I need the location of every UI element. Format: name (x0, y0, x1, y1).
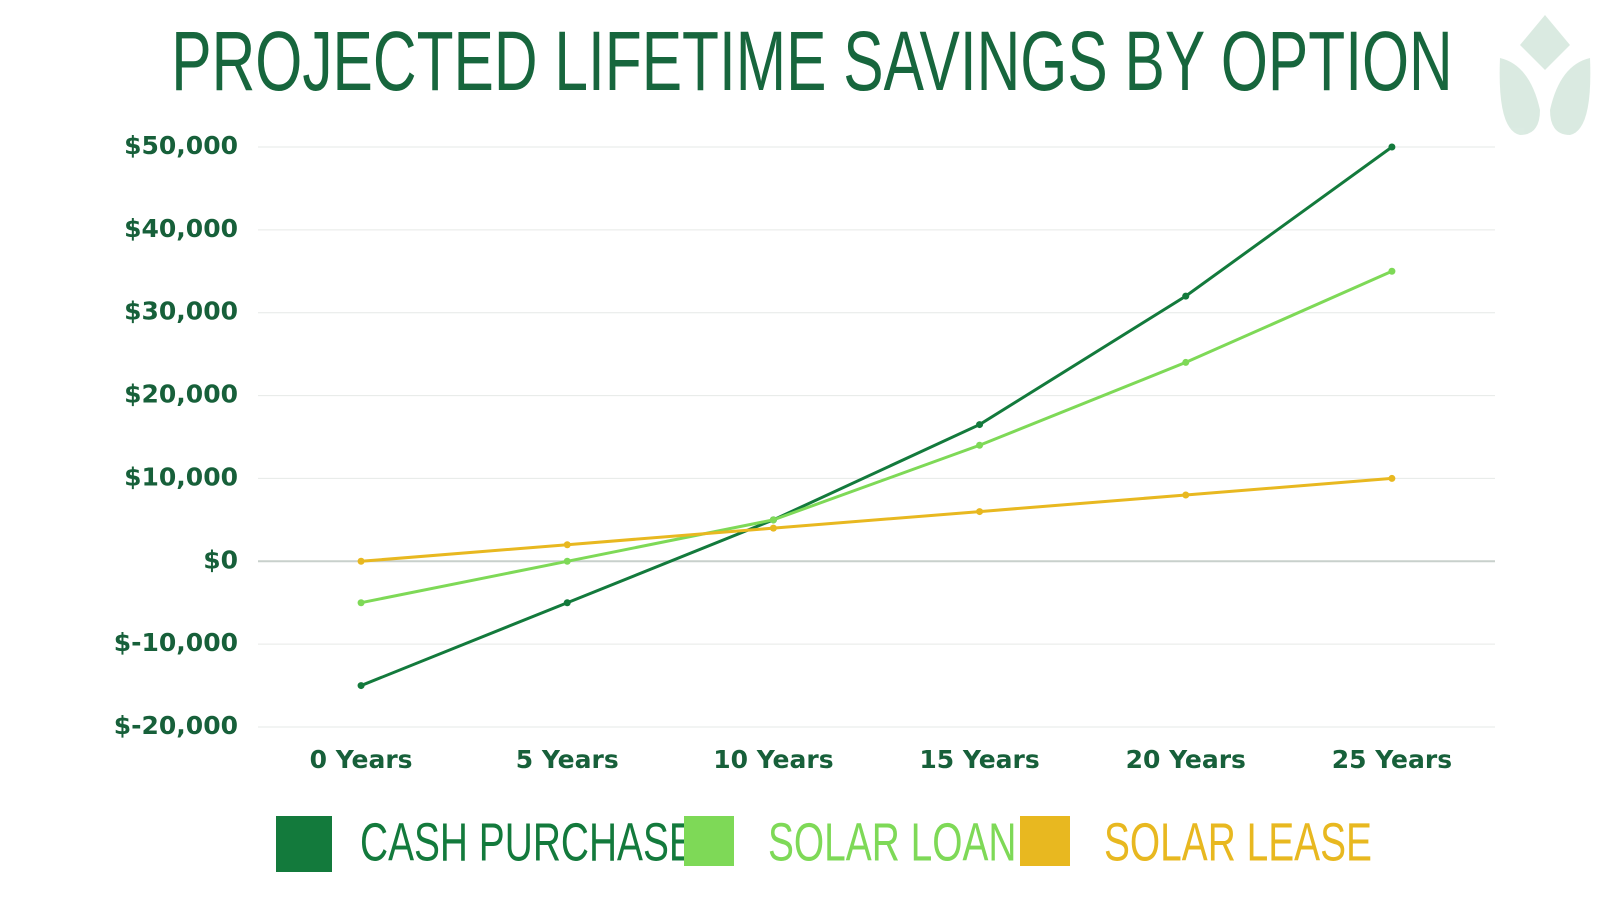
x-tick-label: 0 Years (310, 745, 413, 774)
y-tick-label: $0 (203, 545, 238, 574)
y-tick-label: $40,000 (124, 214, 238, 243)
y-tick-label: $-10,000 (114, 628, 238, 657)
x-tick-label: 5 Years (516, 745, 619, 774)
data-point (563, 599, 571, 607)
legend-item: SOLAR LOAN (768, 811, 1016, 872)
x-tick-label: 15 Years (919, 745, 1039, 774)
x-tick-label: 10 Years (713, 745, 833, 774)
series-line (360, 145, 1393, 687)
legend-swatch (1020, 816, 1070, 866)
chart-title: PROJECTED LIFETIME SAVINGS BY OPTION (171, 14, 1452, 108)
data-point (357, 682, 365, 690)
logo (1499, 15, 1591, 135)
legend-swatch (276, 816, 332, 872)
series-line (360, 269, 1393, 605)
data-point (357, 599, 365, 607)
data-point (563, 557, 571, 565)
data-point (769, 516, 777, 524)
y-tick-label: $20,000 (124, 380, 238, 409)
data-point (769, 524, 777, 532)
legend-swatch (684, 816, 734, 866)
legend-item: SOLAR LEASE (1104, 811, 1372, 872)
y-tick-label: $30,000 (124, 297, 238, 326)
y-tick-label: $-20,000 (114, 711, 238, 740)
legend-label: CASH PURCHASE (360, 811, 695, 872)
data-point (1182, 491, 1190, 499)
data-point (1388, 143, 1396, 151)
data-point (1388, 267, 1396, 275)
data-point (1388, 474, 1396, 482)
series-line (360, 476, 1393, 563)
data-point (1182, 292, 1190, 300)
x-tick-label: 25 Years (1332, 745, 1452, 774)
data-point (976, 441, 984, 449)
data-point (357, 557, 365, 565)
y-tick-label: $50,000 (124, 131, 238, 160)
x-tick-label: 20 Years (1126, 745, 1246, 774)
legend-label: SOLAR LEASE (1104, 811, 1372, 872)
data-point (1182, 358, 1190, 366)
legend-item: CASH PURCHASE (360, 811, 695, 872)
data-point (563, 541, 571, 549)
y-tick-label: $10,000 (124, 462, 238, 491)
data-point (976, 421, 984, 429)
legend-label: SOLAR LOAN (768, 811, 1016, 872)
data-point (976, 508, 984, 516)
